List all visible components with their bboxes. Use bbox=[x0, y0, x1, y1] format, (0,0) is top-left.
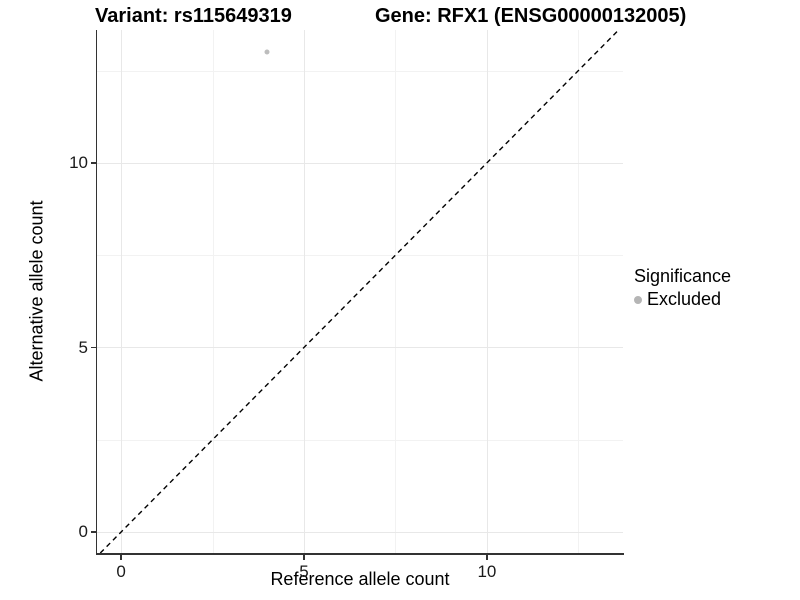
x-tick-label: 0 bbox=[116, 562, 126, 581]
x-tick-label: 5 bbox=[299, 562, 309, 581]
gridline-x-minor bbox=[395, 30, 397, 553]
x-tick-mark bbox=[486, 554, 488, 560]
gridline-y-minor bbox=[97, 70, 623, 72]
gridline-y-major bbox=[97, 347, 623, 349]
x-tick-mark bbox=[303, 554, 305, 560]
gridline-x-major bbox=[304, 30, 306, 553]
legend-entry-label: Excluded bbox=[647, 289, 722, 309]
y-tick-label: 0 bbox=[78, 522, 88, 542]
y-tick-mark bbox=[90, 346, 96, 349]
legend: Significance Excluded bbox=[634, 266, 731, 310]
gridline-y-major bbox=[97, 162, 623, 164]
legend-entry-excluded: Excluded bbox=[634, 289, 731, 310]
plot-title-variant: Variant: rs115649319 bbox=[95, 5, 292, 27]
y-axis-line bbox=[95, 30, 97, 555]
gridline-x-minor bbox=[578, 30, 580, 553]
legend-title: Significance bbox=[634, 266, 732, 286]
data-point bbox=[264, 49, 270, 55]
plot-title-gene: Gene: RFX1 (ENSG00000132005) bbox=[375, 5, 687, 27]
gridline-y-major bbox=[97, 531, 623, 533]
gridline-y-minor bbox=[97, 439, 623, 441]
y-tick-label: 10 bbox=[69, 153, 88, 173]
x-tick-label: 10 bbox=[477, 562, 497, 581]
x-tick-mark bbox=[120, 554, 122, 560]
gridline-x-minor bbox=[212, 30, 214, 553]
identity-line-layer bbox=[99, 29, 620, 554]
y-tick-mark bbox=[90, 531, 96, 533]
x-axis-line bbox=[95, 553, 624, 555]
gridline-x-major bbox=[121, 30, 123, 553]
gridline-x-major bbox=[486, 30, 488, 553]
gridline-y-minor bbox=[97, 255, 623, 257]
plot-panel bbox=[97, 29, 623, 554]
legend-circle-marker-icon bbox=[634, 295, 642, 304]
y-tick-mark bbox=[90, 162, 96, 164]
y-axis-label: Alternative allele count bbox=[26, 200, 47, 382]
y-tick-label: 5 bbox=[78, 337, 88, 357]
x-axis-label: Reference allele count bbox=[270, 569, 450, 589]
identity-line bbox=[99, 29, 620, 554]
